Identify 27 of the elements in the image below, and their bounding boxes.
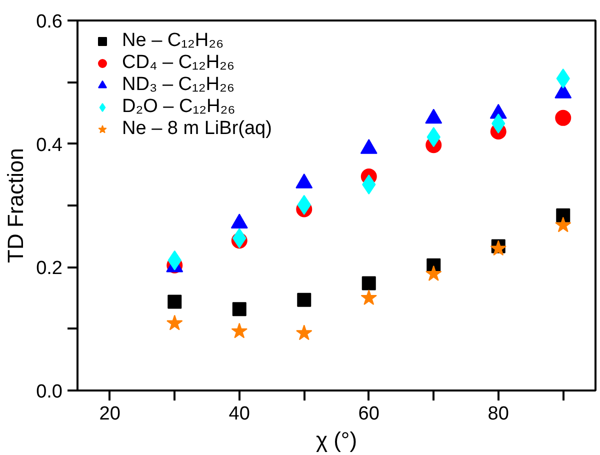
legend-label: ND₃ – C₁₂H₂₆ <box>122 74 235 96</box>
point <box>166 314 183 330</box>
x-tick-label: 40 <box>228 404 250 424</box>
point <box>555 110 572 126</box>
point <box>362 276 376 290</box>
x-tick-label: 80 <box>488 404 509 424</box>
y-tick-label: 0.2 <box>36 258 63 280</box>
point <box>296 324 312 340</box>
x-tick-label: 20 <box>99 404 120 424</box>
x-tick-label: 60 <box>358 404 380 424</box>
y-axis-title: TD Fraction <box>3 148 28 263</box>
point <box>297 292 312 307</box>
point <box>360 290 377 305</box>
y-tick-label: 0.4 <box>36 134 63 156</box>
legend-label: Ne – C₁₂H₂₆ <box>122 30 224 52</box>
point <box>231 322 248 338</box>
point <box>556 208 570 222</box>
legend-label: Ne – 8 m LiBr(aq) <box>122 118 272 140</box>
point <box>168 294 182 309</box>
y-tick-label: 0.0 <box>36 382 63 402</box>
legend-label: CD₄ – C₁₂H₂₆ <box>122 52 235 74</box>
legend-label: D₂O – C₁₂H₂₆ <box>122 96 236 118</box>
point <box>555 216 572 232</box>
x-axis-title: χ (°) <box>316 428 358 452</box>
y-tick-label: 0.6 <box>36 12 63 32</box>
point <box>426 265 442 281</box>
point <box>232 302 246 316</box>
